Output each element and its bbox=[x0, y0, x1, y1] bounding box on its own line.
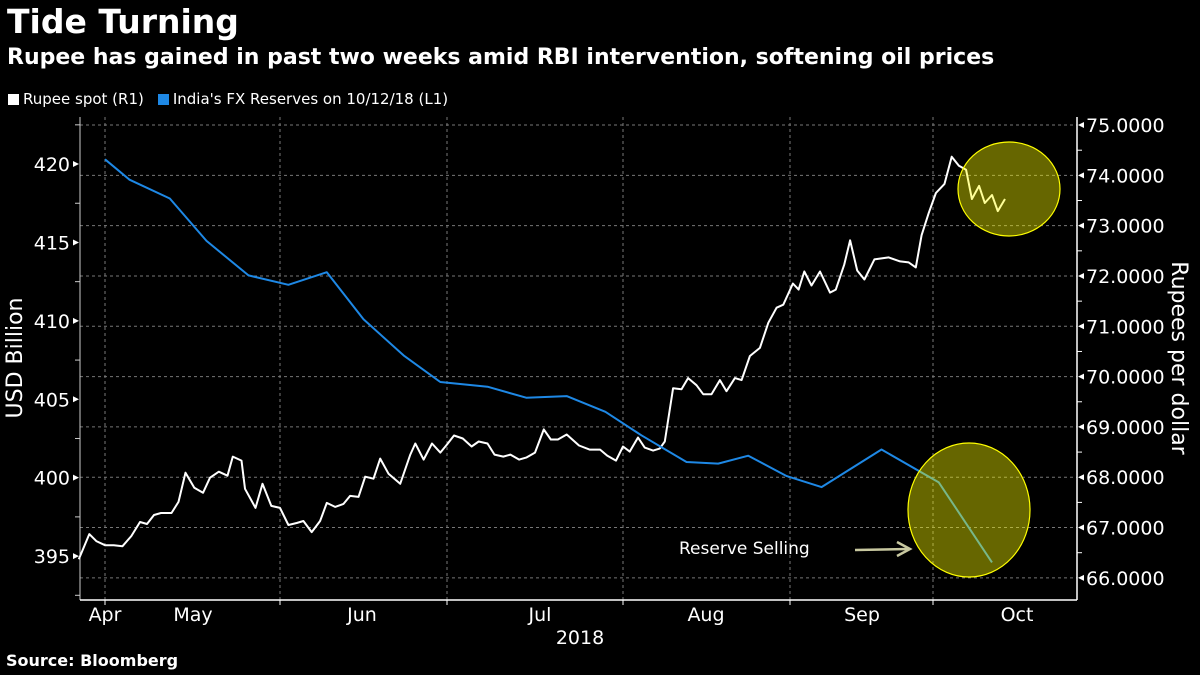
right-tick-label: 72.0000 bbox=[1086, 266, 1165, 288]
right-tick-label: 73.0000 bbox=[1086, 216, 1165, 238]
highlight-circle-reserves bbox=[907, 442, 1031, 578]
left-axis-title: USD Billion bbox=[3, 298, 28, 419]
right-tick-marker bbox=[1078, 272, 1084, 279]
legend: Rupee spot (R1) India's FX Reserves on 1… bbox=[8, 90, 462, 108]
arrow-icon bbox=[854, 540, 913, 558]
right-tick-marker bbox=[1078, 524, 1084, 531]
right-tick-label: 70.0000 bbox=[1086, 367, 1165, 389]
chart-title: Tide Turning bbox=[7, 2, 239, 41]
left-tick-label: 420 bbox=[34, 154, 70, 176]
left-axis-ticks: 395 400 405 410 415 420 bbox=[34, 124, 80, 596]
right-tick-label: 75.0000 bbox=[1086, 115, 1165, 137]
x-tick-label: Oct bbox=[1001, 604, 1034, 626]
right-tick-marker bbox=[1078, 373, 1084, 380]
legend-label-rupee: Rupee spot (R1) bbox=[23, 90, 144, 108]
legend-swatch-reserves bbox=[157, 93, 169, 105]
x-tick-label: Jul bbox=[528, 604, 552, 626]
x-tick-label: Jun bbox=[346, 604, 377, 626]
left-tick-marker bbox=[73, 317, 79, 324]
legend-item-reserves: India's FX Reserves on 10/12/18 (L1) bbox=[157, 90, 449, 108]
x-tick-label: Apr bbox=[89, 604, 122, 626]
right-tick-marker bbox=[1078, 474, 1084, 481]
highlight-circle-rupee bbox=[957, 141, 1061, 237]
x-axis-ticks: Apr May Jun Jul Aug Sep Oct bbox=[89, 600, 1034, 626]
right-tick-marker bbox=[1078, 423, 1084, 430]
gridlines bbox=[80, 117, 1077, 600]
left-tick-label: 405 bbox=[34, 389, 70, 411]
right-tick-marker bbox=[1078, 122, 1084, 129]
right-tick-label: 68.0000 bbox=[1086, 467, 1165, 489]
right-tick-label: 66.0000 bbox=[1086, 568, 1165, 590]
x-tick-label: Sep bbox=[844, 604, 880, 626]
legend-label-reserves: India's FX Reserves on 10/12/18 (L1) bbox=[172, 90, 449, 108]
right-tick-marker bbox=[1078, 574, 1084, 581]
series-line-rupee-spot bbox=[77, 155, 1006, 560]
right-tick-marker bbox=[1078, 172, 1084, 179]
right-tick-label: 67.0000 bbox=[1086, 518, 1165, 540]
left-tick-marker bbox=[73, 161, 79, 168]
series-group bbox=[0, 155, 1006, 563]
left-tick-marker bbox=[73, 474, 79, 481]
chart-subtitle: Rupee has gained in past two weeks amid … bbox=[7, 45, 995, 70]
left-tick-marker bbox=[73, 239, 79, 246]
source-note: Source: Bloomberg bbox=[6, 651, 179, 670]
left-tick-marker bbox=[73, 396, 79, 403]
right-tick-label: 71.0000 bbox=[1086, 316, 1165, 338]
legend-item-rupee: Rupee spot (R1) bbox=[8, 90, 144, 108]
right-tick-label: 69.0000 bbox=[1086, 417, 1165, 439]
annotations: Reserve Selling bbox=[679, 141, 1061, 578]
x-tick-label: May bbox=[173, 604, 212, 626]
left-tick-label: 400 bbox=[34, 468, 70, 490]
legend-swatch-rupee bbox=[8, 93, 19, 105]
axes bbox=[79, 117, 1078, 601]
left-tick-label: 410 bbox=[34, 311, 70, 333]
annotation-reserve-selling: Reserve Selling bbox=[679, 539, 810, 559]
x-tick-label: Aug bbox=[687, 604, 724, 626]
series-line-fx-reserves bbox=[104, 158, 993, 563]
right-tick-label: 74.0000 bbox=[1086, 165, 1165, 187]
left-tick-marker bbox=[73, 553, 79, 560]
right-tick-marker bbox=[1078, 323, 1084, 330]
x-axis-year-label: 2018 bbox=[556, 627, 604, 649]
right-axis-title: Rupees per dollar bbox=[1166, 261, 1191, 455]
left-tick-label: 395 bbox=[34, 546, 70, 568]
right-axis-ticks: 66.0000 67.0000 68.0000 69.0000 70.0000 71.00… bbox=[1077, 115, 1165, 590]
left-tick-label: 415 bbox=[34, 232, 70, 254]
right-tick-marker bbox=[1078, 222, 1084, 229]
